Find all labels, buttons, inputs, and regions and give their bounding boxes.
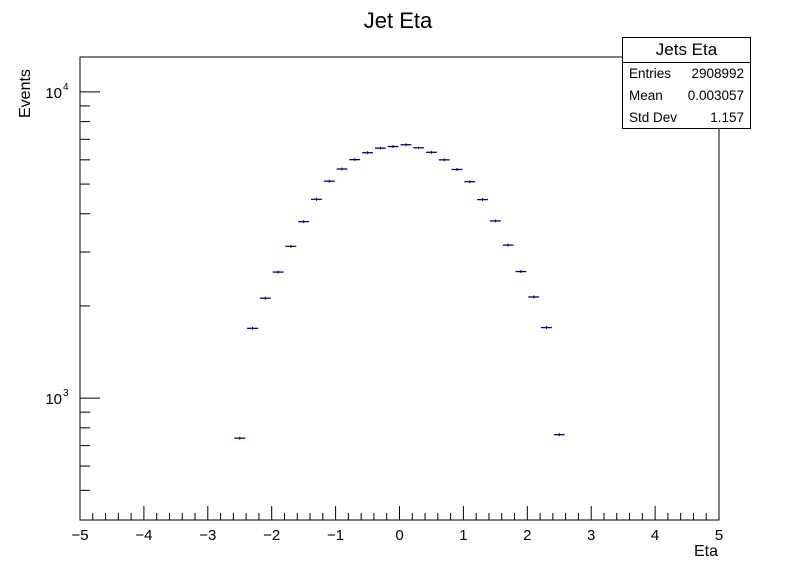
x-tick-label: −1 <box>327 527 344 544</box>
x-tick-label: −4 <box>135 527 152 544</box>
stats-row-stddev: Std Dev 1.157 <box>623 107 750 129</box>
stats-label: Entries <box>629 66 672 81</box>
x-axis: −5 −4 −3 −2 −1 0 1 2 3 4 5 <box>71 506 723 544</box>
chart-title: Jet Eta <box>364 8 433 33</box>
x-tick-label: 3 <box>587 527 595 544</box>
x-tick-label: −3 <box>199 527 216 544</box>
y-tick-exponent: 3 <box>63 388 69 399</box>
stats-title: Jets Eta <box>623 38 750 63</box>
y-axis-label: Events <box>17 69 34 118</box>
stats-value: 0.003057 <box>687 88 744 103</box>
x-axis-label: Eta <box>694 543 718 560</box>
stats-row-entries: Entries 2908992 <box>623 63 750 85</box>
y-tick-exponent: 4 <box>63 82 69 93</box>
data-points <box>234 143 565 440</box>
y-tick-label: 10 <box>45 85 62 102</box>
x-tick-label: −2 <box>263 527 280 544</box>
x-tick-label: 4 <box>651 527 659 544</box>
x-tick-label: 0 <box>395 527 403 544</box>
x-tick-label: 5 <box>715 527 723 544</box>
stats-row-mean: Mean 0.003057 <box>623 85 750 107</box>
x-tick-label: 1 <box>459 527 467 544</box>
stats-box: Jets Eta Entries 2908992 Mean 0.003057 S… <box>622 37 751 129</box>
stats-value: 2908992 <box>691 66 744 81</box>
x-tick-label: −5 <box>71 527 88 544</box>
stats-label: Std Dev <box>629 110 678 125</box>
x-tick-label: 2 <box>523 527 531 544</box>
stats-value: 1.157 <box>710 110 744 125</box>
stats-label: Mean <box>629 88 663 103</box>
y-tick-label: 10 <box>45 391 62 408</box>
